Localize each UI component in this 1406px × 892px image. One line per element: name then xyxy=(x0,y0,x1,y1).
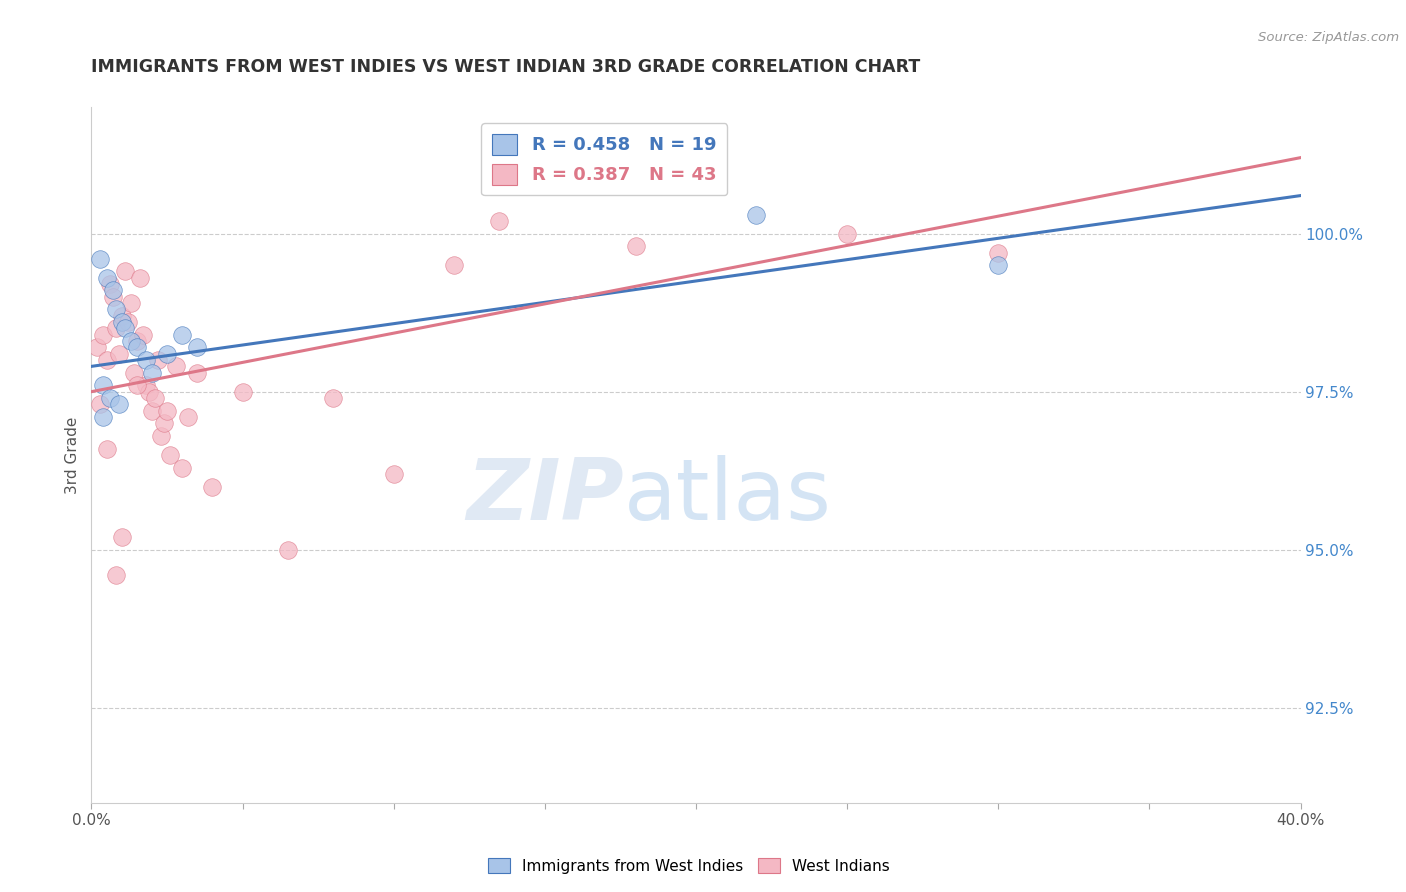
Text: IMMIGRANTS FROM WEST INDIES VS WEST INDIAN 3RD GRADE CORRELATION CHART: IMMIGRANTS FROM WEST INDIES VS WEST INDI… xyxy=(91,58,921,76)
Point xyxy=(86,340,108,354)
Point xyxy=(186,366,208,380)
Point xyxy=(177,409,200,424)
Point xyxy=(89,397,111,411)
Point xyxy=(93,378,115,392)
Point xyxy=(138,384,160,399)
Point xyxy=(111,315,132,329)
Point xyxy=(156,403,179,417)
Point xyxy=(96,442,118,456)
Point xyxy=(146,353,169,368)
Point xyxy=(835,227,858,241)
Point xyxy=(141,366,163,380)
Point xyxy=(322,391,344,405)
Point xyxy=(111,530,132,544)
Text: Source: ZipAtlas.com: Source: ZipAtlas.com xyxy=(1258,31,1399,45)
Point xyxy=(135,378,157,392)
Point xyxy=(149,429,172,443)
Point xyxy=(745,208,768,222)
Point xyxy=(488,214,510,228)
Point xyxy=(156,347,179,361)
Point xyxy=(125,340,148,354)
Point xyxy=(125,334,148,348)
Point xyxy=(101,284,124,298)
Point xyxy=(132,327,155,342)
Point xyxy=(120,296,142,310)
Point xyxy=(141,403,163,417)
Point xyxy=(104,302,127,317)
Text: atlas: atlas xyxy=(623,455,831,538)
Point xyxy=(172,460,194,475)
Point xyxy=(122,366,145,380)
Point xyxy=(104,568,127,582)
Legend: R = 0.458   N = 19, R = 0.387   N = 43: R = 0.458 N = 19, R = 0.387 N = 43 xyxy=(481,123,727,195)
Point xyxy=(104,321,127,335)
Point xyxy=(231,384,253,399)
Point xyxy=(277,542,299,557)
Point xyxy=(111,309,132,323)
Point xyxy=(107,347,129,361)
Point xyxy=(96,270,118,285)
Point xyxy=(93,327,115,342)
Point xyxy=(128,270,150,285)
Point xyxy=(98,391,121,405)
Point xyxy=(114,321,136,335)
Point xyxy=(107,397,129,411)
Point xyxy=(153,417,176,431)
Point xyxy=(382,467,405,481)
Point xyxy=(201,479,224,493)
Legend: Immigrants from West Indies, West Indians: Immigrants from West Indies, West Indian… xyxy=(482,852,896,880)
Point xyxy=(93,409,115,424)
Point xyxy=(159,448,181,462)
Text: ZIP: ZIP xyxy=(465,455,623,538)
Point xyxy=(89,252,111,266)
Point xyxy=(172,327,194,342)
Point xyxy=(443,258,465,272)
Point xyxy=(96,353,118,368)
Point xyxy=(987,245,1010,260)
Point xyxy=(120,334,142,348)
Point xyxy=(114,264,136,278)
Point xyxy=(98,277,121,292)
Point xyxy=(186,340,208,354)
Y-axis label: 3rd Grade: 3rd Grade xyxy=(65,417,80,493)
Point xyxy=(165,359,187,374)
Point xyxy=(624,239,647,253)
Point xyxy=(987,258,1010,272)
Point xyxy=(125,378,148,392)
Point xyxy=(143,391,166,405)
Point xyxy=(117,315,139,329)
Point xyxy=(135,353,157,368)
Point xyxy=(101,290,124,304)
